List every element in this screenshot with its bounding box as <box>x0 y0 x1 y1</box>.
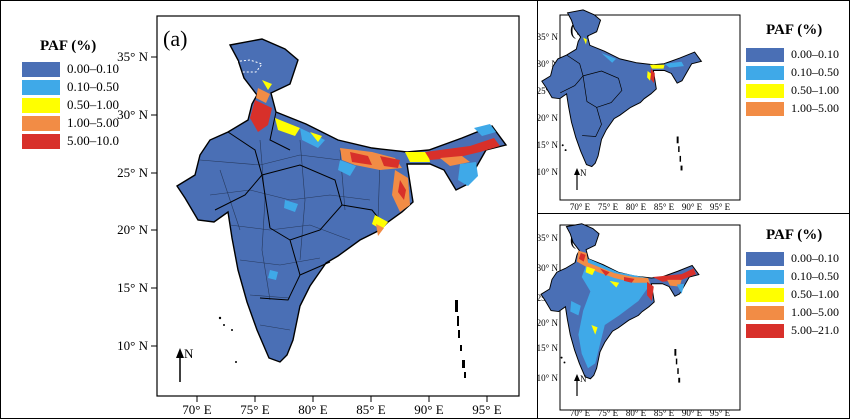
swatch <box>746 269 784 284</box>
legend-a-item-4: 1.00–5.00 <box>22 115 119 131</box>
panel-c-legend-title: PAF (%) <box>766 227 823 243</box>
legend-a-item-1: 0.00–0.10 <box>22 61 119 77</box>
x-tick: 70° E <box>570 202 591 212</box>
swatch <box>746 47 784 62</box>
x-tick: 95° E <box>710 408 731 418</box>
y-tick: 20° N <box>537 113 558 123</box>
map-a: 35° N 30° N 25° N 20° N 15° N 10° N 70° … <box>117 15 520 417</box>
map-a-x-axis: 70° E 75° E 80° E 85° E 90° E 95° E <box>182 396 502 417</box>
swatch <box>746 287 784 302</box>
x-tick: 70° E <box>182 402 211 417</box>
swatch <box>746 305 784 320</box>
y-tick: 30° N <box>117 107 148 122</box>
x-tick: 75° E <box>598 408 619 418</box>
swatch <box>746 323 784 338</box>
x-tick: 80° E <box>298 402 327 417</box>
x-tick: 85° E <box>654 202 675 212</box>
swatch <box>22 79 60 95</box>
x-tick: 90° E <box>682 202 703 212</box>
y-tick: 30° N <box>537 59 558 69</box>
y-tick: 20° N <box>117 222 148 237</box>
north-label: N <box>580 374 587 384</box>
map-c-x-axis: 70° E 75° E 80° E 85° E 90° E 95° E <box>570 408 731 418</box>
paf-hotspots-a <box>231 59 500 280</box>
x-tick: 80° E <box>626 202 647 212</box>
map-a-y-axis: 35° N 30° N 25° N 20° N 15° N 10° N <box>117 49 157 353</box>
north-label: N <box>580 168 587 178</box>
x-tick: 85° E <box>654 408 675 418</box>
x-tick: 75° E <box>240 402 269 417</box>
andaman-islands <box>218 300 466 378</box>
state-lines <box>214 111 386 301</box>
legend-b-item-2: 0.10–0.50 <box>746 65 839 80</box>
x-tick: 90° E <box>682 408 703 418</box>
district-lines <box>199 139 381 331</box>
swatch <box>746 65 784 80</box>
legend-c-item-1: 0.00–0.10 <box>746 251 839 266</box>
y-tick: 15° N <box>537 343 558 353</box>
legend-b-item-1: 0.00–0.10 <box>746 47 839 62</box>
panel-b-legend-title: PAF (%) <box>766 22 823 38</box>
north-arrow-a: N <box>176 346 194 382</box>
map-b-x-axis: 70° E 75° E 80° E 85° E 90° E 95° E <box>570 202 731 212</box>
legend-b-item-4: 1.00–5.00 <box>746 101 839 116</box>
swatch <box>746 251 784 266</box>
y-tick: 20° N <box>537 318 558 328</box>
india-map-c <box>540 223 700 383</box>
x-tick: 85° E <box>356 402 385 417</box>
x-tick: 90° E <box>414 402 443 417</box>
y-tick: 25° N <box>117 165 148 180</box>
x-tick: 95° E <box>472 402 501 417</box>
y-tick: 30° N <box>537 263 558 273</box>
swatch <box>746 101 784 116</box>
y-tick: 10° N <box>537 373 558 383</box>
india-landmass <box>176 38 508 363</box>
y-tick: 35° N <box>537 32 558 42</box>
india-map-a <box>176 38 508 378</box>
panel-a-label: (a) <box>163 26 187 51</box>
legend-c-item-2: 0.10–0.50 <box>746 269 839 284</box>
legend-c-item-3: 0.50–1.00 <box>746 287 839 302</box>
legend-b-item-3: 0.50–1.00 <box>746 83 839 98</box>
map-c-frame <box>559 224 741 411</box>
x-tick: 95° E <box>710 202 731 212</box>
north-arrow-c: N <box>574 374 587 396</box>
legend-a-item-5: 5.00–10.0 <box>22 133 119 149</box>
map-b-frame <box>559 14 741 201</box>
swatch <box>22 115 60 131</box>
y-tick: 15° N <box>117 280 148 295</box>
panel-a-legend-title: PAF (%) <box>40 38 97 54</box>
swatch <box>22 133 60 149</box>
swatch <box>22 97 60 113</box>
swatch <box>22 61 60 77</box>
legend-c-item-4: 1.00–5.00 <box>746 305 839 320</box>
legend-a-item-3: 0.50–1.00 <box>22 97 119 113</box>
y-tick: 35° N <box>117 49 148 64</box>
y-tick: 35° N <box>537 233 558 243</box>
map-b: 35° N 30° N 25° N 20° N 15° N 10° N 70° … <box>537 9 741 212</box>
india-map-b <box>541 9 703 171</box>
legend-c-item-5: 5.00–21.0 <box>746 323 839 338</box>
x-tick: 80° E <box>626 408 647 418</box>
y-tick: 15° N <box>537 140 558 150</box>
y-tick: 10° N <box>537 167 558 177</box>
legend-a-item-2: 0.10–0.50 <box>22 79 119 95</box>
north-label: N <box>184 346 194 361</box>
map-c: 35° N 30° N 25° N 20° N 15° N 10° N 70° … <box>537 223 741 418</box>
north-arrow-b: N <box>574 168 587 190</box>
swatch <box>746 83 784 98</box>
x-tick: 70° E <box>570 408 591 418</box>
y-tick: 10° N <box>117 338 148 353</box>
x-tick: 75° E <box>598 202 619 212</box>
map-b-y-axis: 35° N 30° N 25° N 20° N 15° N 10° N <box>537 32 558 177</box>
map-a-frame <box>156 15 520 397</box>
